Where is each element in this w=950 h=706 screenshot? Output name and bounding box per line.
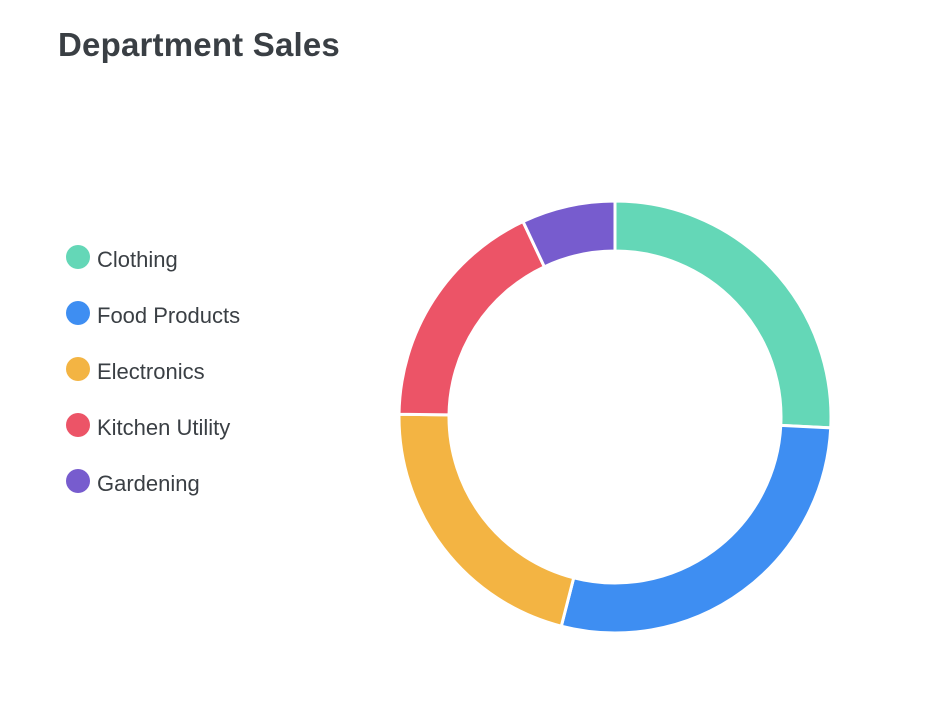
legend-swatch-electronics: [66, 357, 90, 381]
chart-legend: Clothing Food Products Electronics Kitch…: [66, 232, 240, 512]
legend-swatch-food-products: [66, 301, 90, 325]
legend-swatch-kitchen-utility: [66, 413, 90, 437]
chart-title: Department Sales: [58, 26, 340, 63]
donut-slice-kitchen-utility[interactable]: [397, 220, 546, 417]
legend-item-food-products[interactable]: Food Products: [66, 288, 240, 344]
legend-label-gardening: Gardening: [97, 471, 200, 496]
legend-item-gardening[interactable]: Gardening: [66, 456, 240, 512]
legend-item-electronics[interactable]: Electronics: [66, 344, 240, 400]
donut-slices: [397, 199, 833, 635]
legend-label-kitchen-utility: Kitchen Utility: [97, 415, 231, 440]
legend-label-food-products: Food Products: [97, 303, 241, 328]
donut-slice-electronics[interactable]: [397, 412, 576, 628]
legend-swatch-clothing: [66, 245, 90, 269]
donut-chart: [397, 199, 833, 635]
donut-slice-clothing[interactable]: [613, 199, 833, 430]
legend-swatch-gardening: [66, 469, 90, 493]
donut-slice-food-products[interactable]: [559, 423, 833, 635]
donut-slice-gardening[interactable]: [521, 199, 617, 269]
legend-label-electronics: Electronics: [97, 359, 205, 384]
legend-item-kitchen-utility[interactable]: Kitchen Utility: [66, 400, 240, 456]
legend-label-clothing: Clothing: [97, 247, 178, 272]
legend-item-clothing[interactable]: Clothing: [66, 232, 240, 288]
